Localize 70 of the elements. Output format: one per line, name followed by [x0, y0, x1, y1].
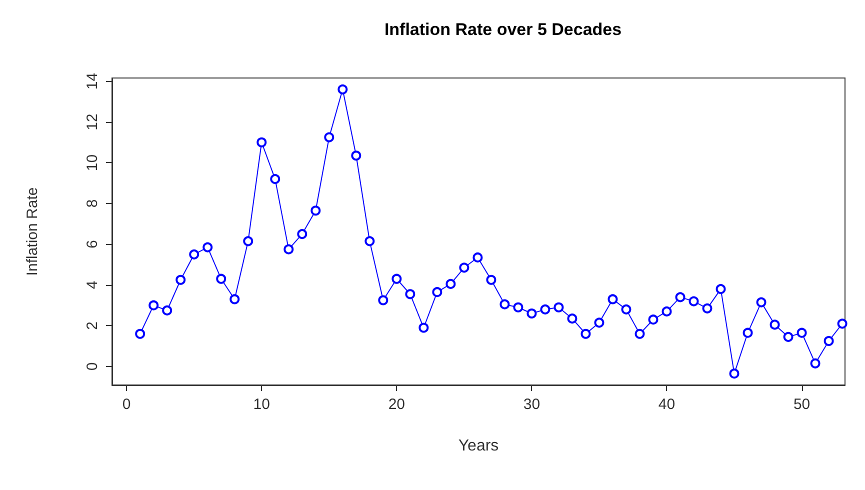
point — [580, 328, 591, 339]
point — [162, 305, 172, 316]
point — [378, 295, 388, 306]
point — [432, 287, 442, 298]
point — [796, 328, 807, 338]
y-tick-label: 2 — [84, 322, 101, 330]
y-tick-label: 4 — [84, 280, 101, 290]
point — [567, 314, 578, 324]
y-tick-label: 8 — [84, 199, 101, 208]
y-tick-label: 6 — [84, 240, 101, 248]
point — [284, 244, 294, 254]
point — [756, 297, 766, 308]
x-tick-label: 40 — [658, 396, 676, 413]
point — [446, 278, 456, 289]
x-tick-label: 10 — [253, 396, 270, 413]
chart-title: Inflation Rate over 5 Decades — [384, 20, 622, 39]
point — [351, 150, 362, 161]
point — [297, 229, 308, 240]
point — [770, 320, 780, 330]
point — [837, 318, 848, 329]
point — [202, 242, 213, 252]
point — [526, 308, 537, 318]
y-tick-label: 0 — [84, 362, 101, 371]
point — [742, 328, 753, 338]
point — [392, 274, 402, 284]
y-axis-title: Inflation Rate — [24, 187, 41, 276]
point — [459, 262, 470, 273]
point — [648, 314, 658, 325]
point — [486, 274, 496, 285]
point — [256, 137, 267, 148]
point — [324, 132, 334, 142]
point — [189, 249, 200, 260]
point — [135, 328, 146, 339]
point — [608, 294, 618, 304]
point — [148, 300, 159, 310]
x-axis-title: Years — [458, 438, 499, 454]
point — [783, 332, 794, 342]
x-tick-label: 0 — [122, 396, 131, 413]
point — [810, 358, 820, 368]
point — [513, 302, 524, 312]
point — [243, 236, 254, 246]
y-tick-label: 14 — [84, 72, 101, 90]
point — [675, 292, 686, 302]
point — [500, 299, 510, 310]
point — [364, 236, 375, 246]
point — [405, 289, 416, 300]
point — [418, 322, 429, 333]
x-tick-label: 30 — [523, 396, 540, 413]
y-tick-label: 10 — [84, 154, 101, 172]
point — [270, 174, 280, 184]
point — [216, 274, 226, 284]
point — [716, 284, 726, 294]
point — [338, 84, 348, 94]
point — [540, 304, 550, 314]
point — [554, 302, 564, 312]
x-tick-label: 50 — [793, 396, 810, 413]
point — [634, 328, 645, 339]
point — [472, 252, 483, 262]
point — [621, 304, 632, 314]
point — [310, 206, 321, 216]
y-tick-label: 12 — [84, 114, 101, 130]
point — [729, 368, 740, 379]
point — [662, 306, 672, 316]
point — [230, 294, 240, 304]
point — [702, 303, 712, 314]
point — [688, 296, 699, 306]
point — [824, 336, 834, 346]
point — [176, 274, 186, 285]
x-tick-label: 20 — [388, 396, 406, 413]
point — [594, 318, 604, 328]
